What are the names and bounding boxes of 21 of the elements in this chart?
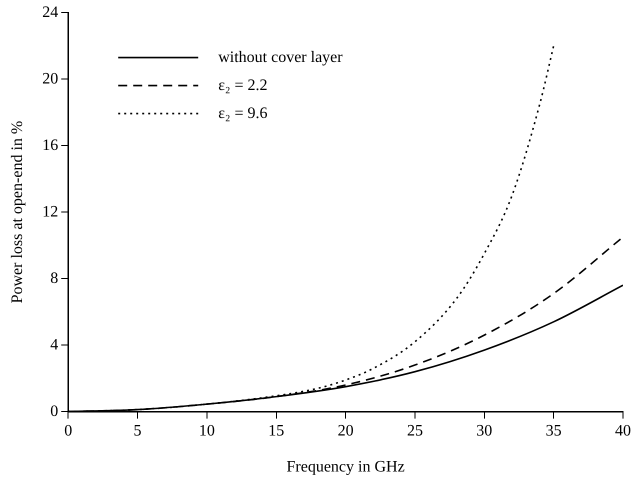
x-tick-label: 25 xyxy=(406,422,423,440)
y-tick-label: 8 xyxy=(50,270,58,287)
x-tick-label: 35 xyxy=(546,422,562,440)
x-tick-label: 15 xyxy=(268,422,284,440)
y-tick-label: 12 xyxy=(42,203,58,220)
y-tick-label: 4 xyxy=(50,336,58,354)
x-tick-label: 20 xyxy=(338,422,354,440)
x-tick-label: 0 xyxy=(64,422,72,440)
y-tick-label: 16 xyxy=(42,136,58,154)
y-tick-label: 20 xyxy=(42,70,58,88)
y-axis-title: Power loss at open-end in % xyxy=(8,120,26,304)
y-tick-label: 0 xyxy=(50,402,58,420)
x-tick-label: 30 xyxy=(476,422,492,440)
legend-label: without cover layer xyxy=(218,48,344,66)
x-axis-title: Frequency in GHz xyxy=(286,458,405,476)
legend-label: ε₂ = 2.2 xyxy=(218,76,268,94)
x-tick-label: 40 xyxy=(615,422,631,440)
y-tick-label: 24 xyxy=(42,4,58,21)
x-tick-label: 5 xyxy=(134,422,142,440)
legend-label: ε₂ = 9.6 xyxy=(218,104,268,122)
x-tick-label: 10 xyxy=(198,422,215,440)
